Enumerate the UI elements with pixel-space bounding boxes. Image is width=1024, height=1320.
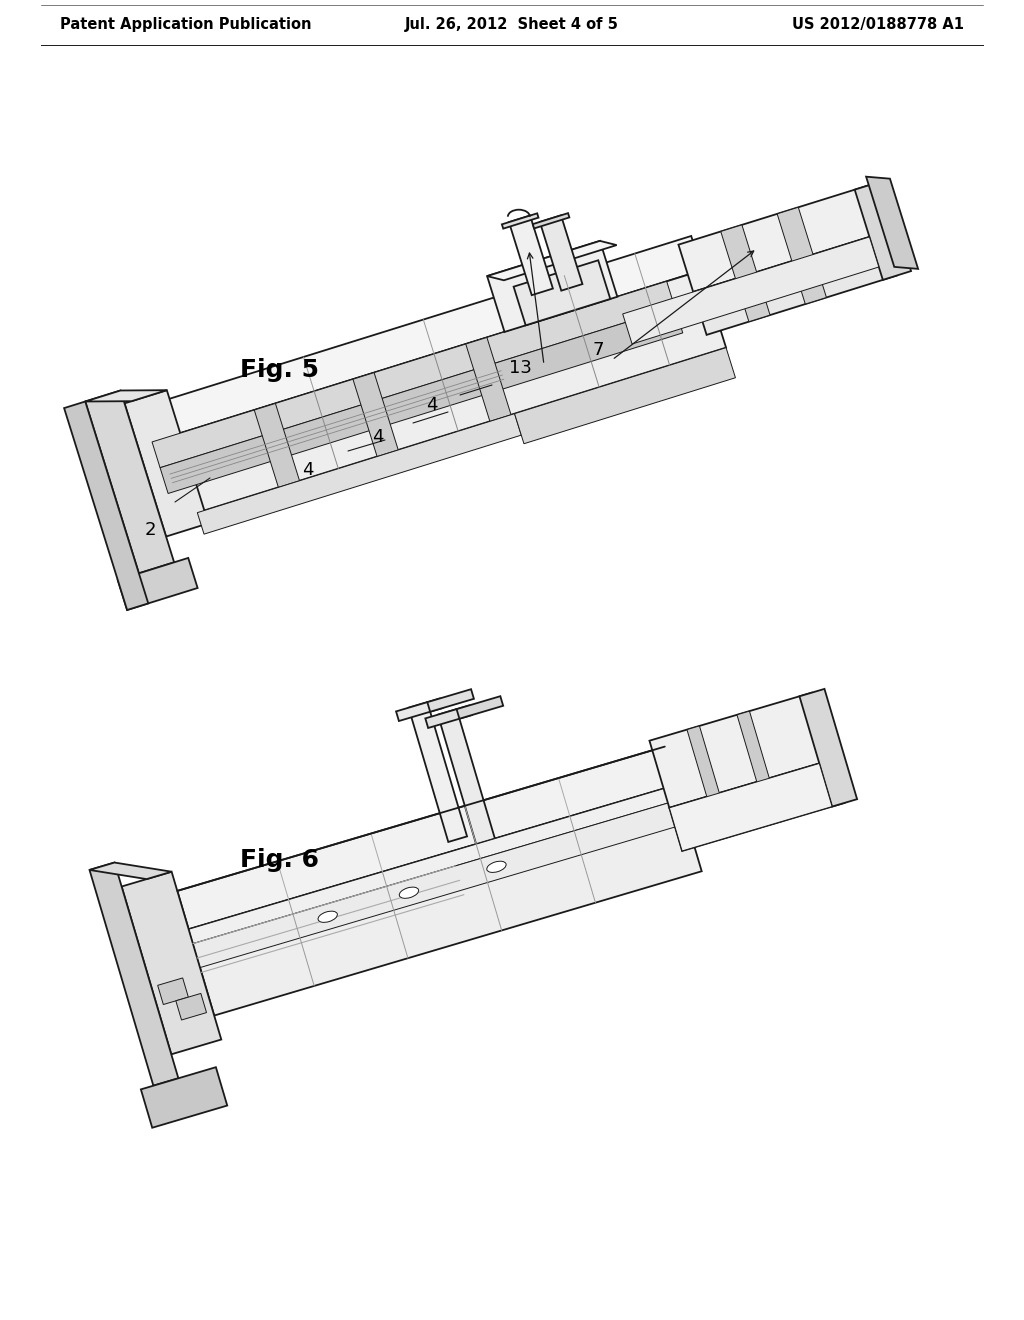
Polygon shape: [737, 711, 782, 825]
Polygon shape: [158, 978, 188, 1005]
Polygon shape: [466, 338, 511, 421]
Polygon shape: [540, 215, 583, 290]
Text: 13: 13: [509, 359, 531, 378]
Text: Jul. 26, 2012  Sheet 4 of 5: Jul. 26, 2012 Sheet 4 of 5: [406, 17, 618, 33]
Ellipse shape: [399, 887, 419, 899]
Polygon shape: [188, 785, 680, 944]
Text: Fig. 6: Fig. 6: [240, 847, 319, 873]
Text: Patent Application Publication: Patent Application Publication: [60, 17, 311, 33]
Text: 4: 4: [373, 428, 384, 446]
Polygon shape: [85, 391, 167, 401]
Polygon shape: [353, 372, 398, 457]
Polygon shape: [866, 177, 919, 269]
Polygon shape: [425, 705, 472, 729]
Polygon shape: [777, 207, 826, 304]
Polygon shape: [122, 871, 221, 1055]
Polygon shape: [487, 240, 616, 280]
Polygon shape: [514, 260, 610, 325]
Polygon shape: [670, 763, 833, 851]
Text: 4: 4: [302, 461, 313, 479]
Polygon shape: [515, 347, 735, 444]
Polygon shape: [800, 689, 857, 807]
Text: 2: 2: [144, 521, 156, 539]
Polygon shape: [502, 214, 539, 228]
Polygon shape: [163, 401, 198, 512]
Text: US 2012/0188778 A1: US 2012/0188778 A1: [792, 17, 964, 33]
Polygon shape: [855, 181, 911, 280]
Polygon shape: [438, 709, 495, 845]
Text: 4: 4: [426, 396, 437, 414]
Polygon shape: [487, 240, 617, 331]
Polygon shape: [532, 213, 569, 228]
Text: Fig. 5: Fig. 5: [240, 358, 319, 381]
Polygon shape: [254, 404, 300, 487]
Polygon shape: [623, 236, 879, 345]
Polygon shape: [152, 281, 675, 467]
Polygon shape: [125, 391, 209, 536]
Polygon shape: [198, 413, 521, 535]
Polygon shape: [173, 271, 726, 512]
Polygon shape: [687, 726, 732, 840]
Polygon shape: [509, 215, 553, 296]
Polygon shape: [163, 236, 701, 436]
Polygon shape: [89, 862, 172, 879]
Ellipse shape: [318, 911, 337, 923]
Ellipse shape: [486, 861, 506, 873]
Polygon shape: [118, 558, 198, 610]
Polygon shape: [141, 1067, 227, 1127]
Polygon shape: [396, 698, 442, 721]
Polygon shape: [649, 693, 831, 808]
Polygon shape: [409, 702, 467, 842]
Polygon shape: [89, 862, 178, 1085]
Polygon shape: [457, 696, 503, 718]
Polygon shape: [65, 401, 148, 610]
Polygon shape: [427, 689, 474, 711]
Polygon shape: [693, 232, 897, 335]
Polygon shape: [188, 785, 701, 1015]
Polygon shape: [176, 994, 207, 1020]
Polygon shape: [679, 185, 884, 292]
Polygon shape: [160, 308, 683, 494]
Polygon shape: [85, 391, 174, 573]
Polygon shape: [670, 760, 845, 851]
Text: 7: 7: [592, 341, 604, 359]
Polygon shape: [721, 224, 770, 322]
Polygon shape: [193, 800, 687, 968]
Polygon shape: [177, 747, 676, 929]
